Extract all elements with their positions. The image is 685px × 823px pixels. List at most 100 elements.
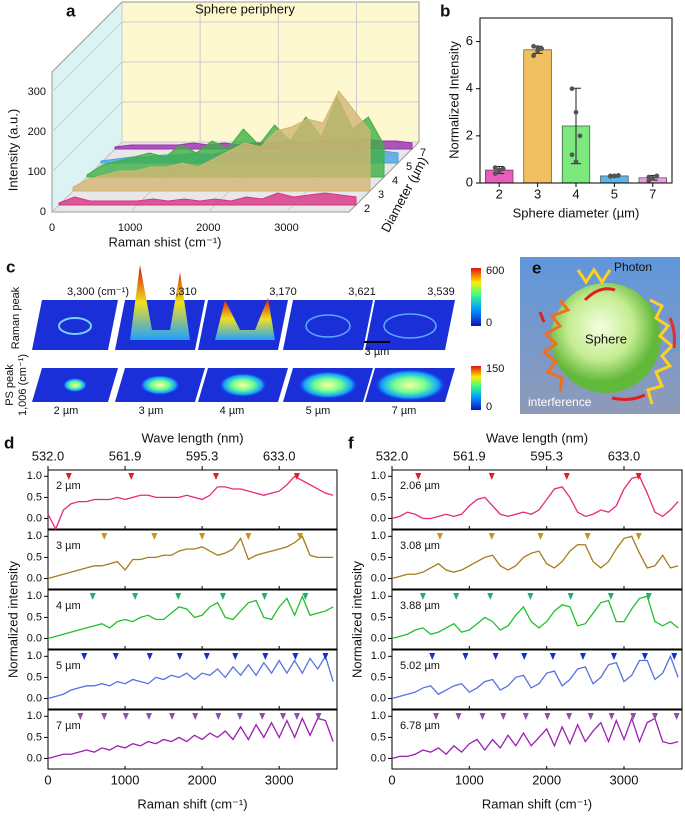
y-tick-label: 0.5	[27, 671, 42, 683]
size-label: 4 µm	[220, 405, 245, 417]
z-tick-label: 7	[420, 147, 426, 159]
y-tick-label: 0.5	[27, 731, 42, 743]
spectrum-line	[47, 475, 334, 531]
plot-frame	[479, 17, 673, 184]
mode-marker	[587, 713, 594, 720]
data-point	[569, 152, 575, 158]
y-axis-title: Normalized intensity	[5, 560, 20, 678]
data-point	[650, 175, 656, 181]
y-tick-label: 0.5	[371, 671, 386, 683]
colorbar-label: 0	[486, 401, 492, 413]
row-label: Raman peak	[10, 286, 22, 349]
mode-marker	[315, 713, 322, 720]
subplot-frame	[47, 589, 338, 650]
x2-tick-label: 561.9	[453, 448, 486, 463]
x-axis-title: Raman shift (cm⁻¹)	[137, 796, 247, 811]
mode-marker	[146, 653, 153, 660]
y-tick-label: 0.0	[371, 692, 386, 704]
data-point	[531, 43, 536, 49]
mode-marker	[521, 653, 528, 660]
peak-label: 3,310	[169, 286, 197, 298]
y-tick-label: 200	[28, 126, 46, 138]
grid-line	[51, 61, 123, 133]
x-tick-label: 0	[49, 222, 55, 234]
y-tick-label: 0.0	[371, 572, 386, 584]
data-point	[569, 86, 575, 92]
mode-marker	[169, 713, 176, 720]
subplot-frame	[391, 529, 683, 590]
peak-label: 3,621	[348, 286, 376, 298]
ps-maps	[32, 368, 455, 402]
series-label: 3 µm	[56, 540, 81, 552]
mode-marker	[293, 713, 300, 720]
y-tick-label: 1.0	[371, 710, 386, 722]
y-tick-label: 0.5	[27, 551, 42, 563]
data-point	[492, 165, 498, 171]
mode-marker	[203, 653, 210, 660]
colorbar-label: 600	[486, 265, 504, 277]
panel-letter: e	[532, 258, 541, 277]
scale-label: 3 µm	[365, 346, 390, 358]
y-tick-label: 0.0	[371, 632, 386, 644]
mode-marker	[608, 713, 615, 720]
series-label: 2 µm	[56, 480, 81, 492]
mode-marker	[630, 713, 637, 720]
photon-label: Photon	[614, 260, 652, 274]
panel-e: e Photon Sphere interference	[520, 257, 680, 414]
x-tick-label: 2000	[188, 772, 217, 787]
x-tick-label: 7	[649, 186, 656, 201]
x-axis-title: Sphere diameter (µm)	[513, 205, 640, 220]
data-point	[500, 166, 506, 172]
mode-marker	[213, 473, 220, 480]
y-tick-label: 0.0	[27, 512, 42, 524]
y-axis-title: Normalized intensity	[349, 560, 364, 678]
x-tick-label: 5	[611, 186, 618, 201]
photon	[646, 298, 675, 405]
y-tick-label: 1.0	[371, 590, 386, 602]
photon	[541, 299, 571, 393]
x-tick-label: 1000	[455, 772, 484, 787]
back-wall	[121, 1, 420, 143]
mode-marker	[584, 533, 591, 540]
size-label: 3 µm	[139, 405, 164, 417]
mode-marker	[77, 713, 84, 720]
mode-marker	[567, 593, 574, 600]
x-tick-label: 1000	[118, 222, 142, 234]
x2-tick-label: 595.3	[530, 448, 563, 463]
y-tick-label: 1.0	[371, 650, 386, 662]
mode-marker	[488, 533, 495, 540]
y-tick-label: 4	[466, 80, 473, 95]
mode-marker	[322, 653, 329, 660]
x-axis-title: Raman shist (cm⁻¹)	[108, 234, 221, 249]
panel-letter: a	[66, 1, 76, 20]
mode-marker	[455, 713, 462, 720]
size-label: 2 µm	[54, 405, 79, 417]
x-tick-label: 3	[534, 186, 541, 201]
data-point	[654, 173, 660, 179]
mode-marker	[487, 593, 494, 600]
y-tick-label: 1.0	[27, 650, 42, 662]
spectrum-line	[391, 716, 679, 760]
mode-marker	[65, 473, 72, 480]
mode-marker	[236, 713, 243, 720]
mode-marker	[151, 533, 158, 540]
mode-marker	[671, 653, 678, 660]
spectrum-line	[47, 716, 334, 760]
y-tick-label: 0.0	[27, 752, 42, 764]
y-tick-label: 1.0	[27, 710, 42, 722]
series-label: 3.88 µm	[400, 600, 440, 612]
spectrum-line	[391, 654, 679, 700]
arrow	[538, 311, 546, 323]
data-point	[573, 109, 579, 115]
x-tick-label: 3000	[610, 772, 639, 787]
mode-marker	[462, 653, 469, 660]
mode-marker	[259, 713, 266, 720]
mode-marker	[215, 713, 222, 720]
y-tick-label: 1.0	[27, 470, 42, 482]
spectrum-line	[47, 594, 334, 640]
x-tick-label: 1000	[111, 772, 140, 787]
photon	[576, 267, 612, 285]
mode-marker	[527, 593, 534, 600]
mode-marker	[488, 473, 495, 480]
z-tick-label: 3	[378, 189, 384, 201]
